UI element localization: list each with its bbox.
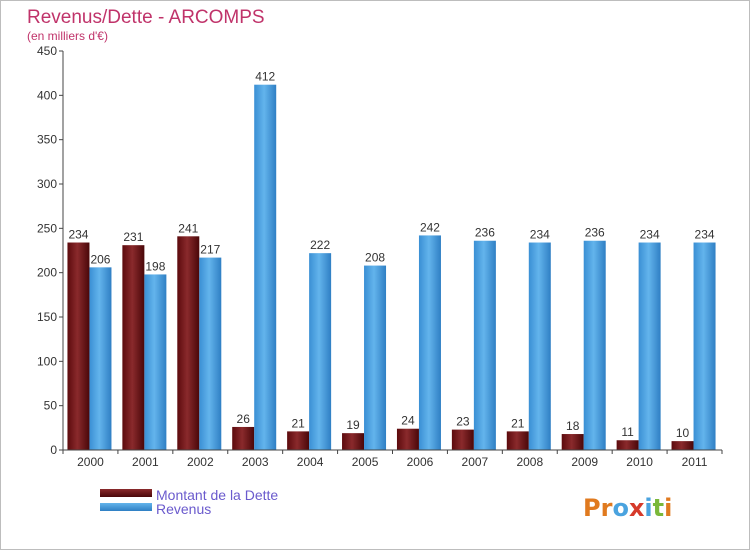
data-label-revenus: 234 bbox=[530, 228, 550, 242]
data-label-dette: 231 bbox=[123, 230, 143, 244]
legend-swatch-debt bbox=[100, 489, 152, 497]
data-label-revenus: 222 bbox=[310, 238, 330, 252]
data-label-dette: 18 bbox=[566, 419, 580, 433]
data-label-dette: 10 bbox=[676, 426, 690, 440]
bar-revenus bbox=[693, 242, 716, 450]
logo-letter: x bbox=[629, 494, 645, 522]
bar-dette bbox=[616, 440, 639, 450]
y-tick-label: 100 bbox=[37, 354, 57, 368]
data-label-dette: 11 bbox=[621, 425, 634, 439]
logo-letter: i bbox=[664, 494, 672, 522]
y-tick-label: 200 bbox=[37, 266, 57, 280]
bar-dette bbox=[671, 441, 694, 450]
data-label-dette: 21 bbox=[291, 416, 305, 430]
data-label-revenus: 234 bbox=[695, 228, 715, 242]
x-tick-label: 2001 bbox=[132, 455, 159, 469]
y-tick-label: 300 bbox=[37, 177, 57, 191]
x-tick-label: 2009 bbox=[571, 455, 598, 469]
y-tick-label: 350 bbox=[37, 133, 57, 147]
bar-dette bbox=[122, 245, 145, 450]
bar-revenus bbox=[89, 267, 112, 450]
logo-letter: r bbox=[601, 494, 613, 522]
y-tick-label: 250 bbox=[37, 221, 57, 235]
x-tick-label: 2005 bbox=[352, 455, 379, 469]
x-tick-label: 2000 bbox=[77, 455, 104, 469]
bar-revenus bbox=[583, 240, 606, 450]
bar-dette bbox=[287, 431, 310, 450]
y-tick-label: 150 bbox=[37, 310, 57, 324]
data-label-revenus: 236 bbox=[475, 226, 495, 240]
logo-letter: t bbox=[653, 494, 664, 522]
data-label-revenus: 242 bbox=[420, 220, 440, 234]
bar-dette bbox=[561, 434, 584, 450]
logo-letter: o bbox=[612, 494, 629, 522]
bar-revenus bbox=[528, 242, 551, 450]
bar-revenus bbox=[144, 274, 167, 450]
legend-swatch-revenus bbox=[100, 503, 152, 511]
bar-dette bbox=[451, 429, 474, 450]
x-tick-label: 2003 bbox=[242, 455, 269, 469]
data-label-dette: 23 bbox=[456, 415, 470, 429]
data-label-dette: 21 bbox=[511, 416, 525, 430]
legend-label-debt: Montant de la Dette bbox=[156, 487, 278, 503]
data-label-revenus: 198 bbox=[145, 259, 165, 273]
x-tick-label: 2008 bbox=[516, 455, 543, 469]
data-label-dette: 19 bbox=[346, 418, 360, 432]
data-labels: 2342062311982412172641221222192082424223… bbox=[68, 70, 714, 440]
chart-title: Revenus/Dette - ARCOMPS bbox=[27, 7, 265, 28]
bar-revenus bbox=[199, 257, 222, 450]
logo-letter: P bbox=[583, 494, 601, 522]
proxiti-logo: Proxiti bbox=[583, 494, 672, 522]
bar-revenus bbox=[364, 265, 387, 450]
data-label-revenus: 236 bbox=[585, 226, 605, 240]
logo-letter: i bbox=[644, 494, 652, 522]
data-label-revenus: 412 bbox=[255, 70, 275, 84]
data-label-dette: 241 bbox=[178, 221, 198, 235]
bar-dette bbox=[506, 431, 529, 450]
bars bbox=[67, 84, 716, 451]
bar-revenus bbox=[638, 242, 661, 450]
y-tick-label: 0 bbox=[50, 443, 57, 457]
x-axis: 2000 2001 2002 2003 2004 2005 2006 2007 2008 2009… bbox=[62, 449, 723, 469]
data-label-revenus: 206 bbox=[90, 252, 110, 266]
y-axis: 0 50 100 150 200 250 300 350 400 450 bbox=[37, 44, 64, 457]
bar-dette bbox=[232, 426, 255, 450]
x-tick-label: 2011 bbox=[682, 455, 708, 469]
x-tick-label: 2002 bbox=[187, 455, 214, 469]
data-label-revenus: 217 bbox=[200, 243, 220, 257]
x-tick-label: 2010 bbox=[626, 455, 653, 469]
data-label-dette: 24 bbox=[401, 414, 415, 428]
bar-dette bbox=[177, 236, 200, 450]
x-tick-label: 2006 bbox=[407, 455, 434, 469]
bar-dette bbox=[67, 242, 90, 450]
bar-revenus bbox=[254, 84, 277, 451]
data-label-revenus: 208 bbox=[365, 251, 385, 265]
legend-label-revenus: Revenus bbox=[156, 501, 211, 517]
data-label-dette: 234 bbox=[68, 228, 88, 242]
y-tick-label: 450 bbox=[37, 44, 57, 58]
data-label-dette: 26 bbox=[237, 412, 251, 426]
legend: Montant de la Dette Revenus bbox=[100, 487, 278, 517]
bar-dette bbox=[396, 428, 419, 450]
bar-revenus bbox=[418, 235, 441, 450]
chart-subtitle: (en milliers d'€) bbox=[27, 29, 108, 43]
x-tick-label: 2004 bbox=[297, 455, 324, 469]
bar-revenus bbox=[473, 240, 496, 450]
y-tick-label: 50 bbox=[44, 399, 58, 413]
x-tick-label: 2007 bbox=[462, 455, 489, 469]
bar-dette bbox=[342, 433, 365, 450]
y-tick-label: 400 bbox=[37, 88, 57, 102]
bar-revenus bbox=[309, 253, 332, 450]
data-label-revenus: 234 bbox=[640, 228, 660, 242]
